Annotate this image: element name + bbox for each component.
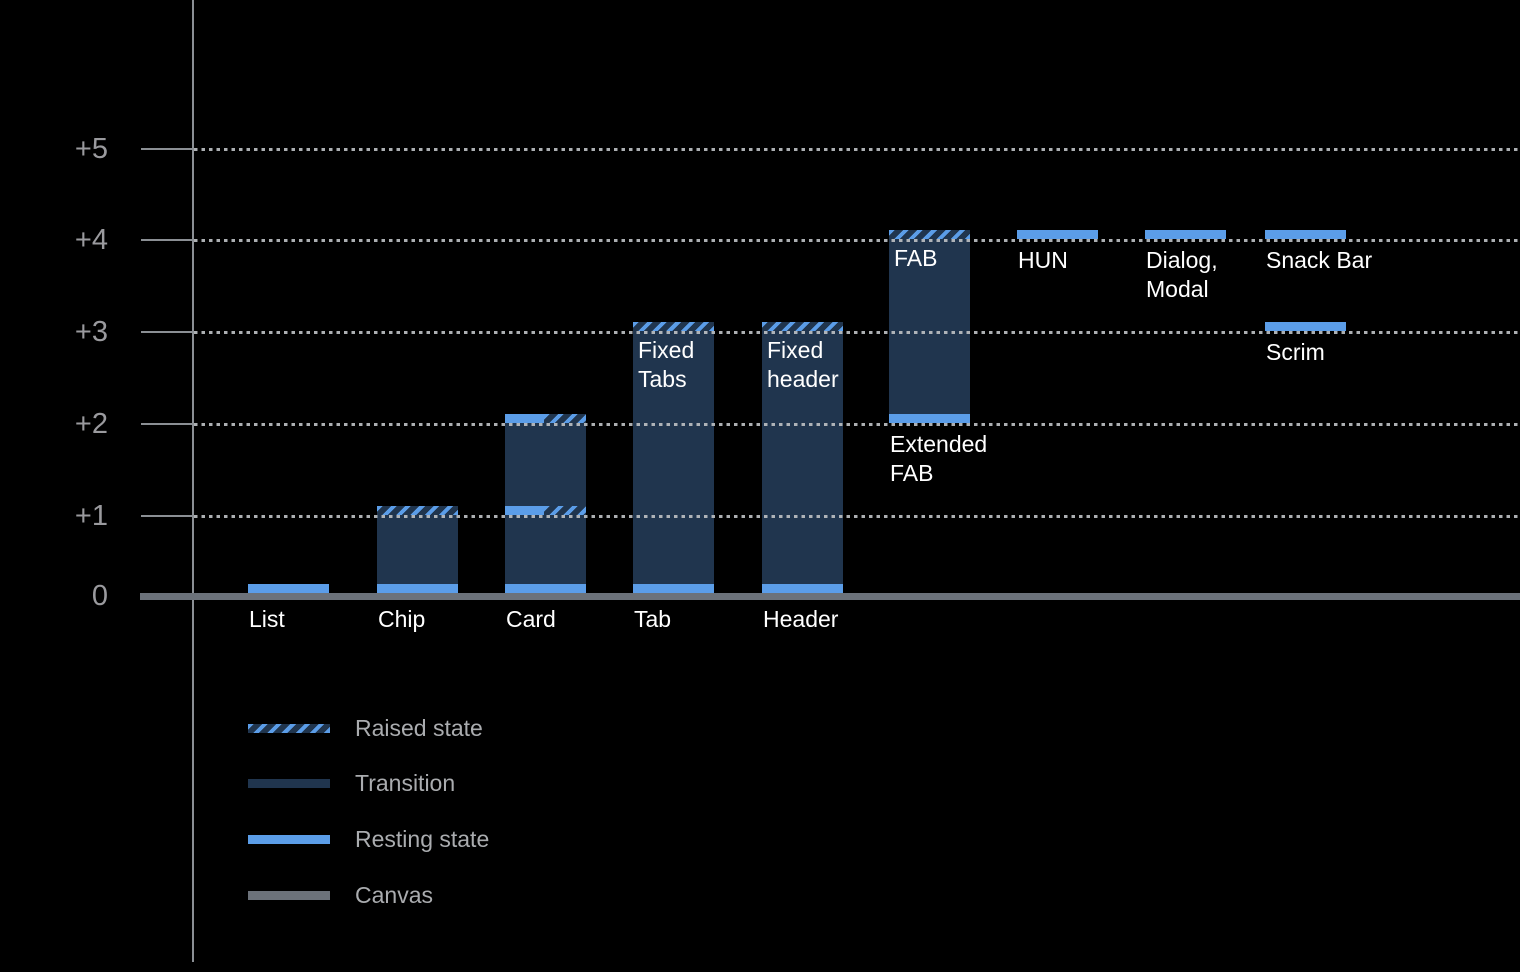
- y-axis-tick-label-0: 0: [91, 580, 108, 612]
- bar-chip-raised-band-level-1: [377, 505, 458, 515]
- bar-tab-transition-body: [633, 331, 714, 584]
- gridline-level-5: [194, 148, 1520, 151]
- bar-extended-fab-inner-label: FAB: [894, 245, 938, 271]
- bar-dialog-modal-label: Dialog, Modal: [1146, 247, 1218, 302]
- legend-item-resting-state: Resting state: [248, 824, 489, 854]
- legend-label-transition: Transition: [355, 770, 456, 796]
- y-axis-tick-label-3: +3: [74, 316, 108, 348]
- legend-item-canvas: Canvas: [248, 880, 433, 910]
- gridline-level-3: [194, 331, 1520, 334]
- bar-card-transition-body: [505, 423, 586, 584]
- y-tick-level-4: [141, 239, 193, 241]
- canvas-baseline: [140, 593, 1520, 600]
- legend-label-raised-state: Raised state: [355, 715, 483, 741]
- bar-chip-transition-body: [377, 515, 458, 584]
- bar-scrim-resting-band-level-3: [1265, 321, 1346, 331]
- bar-header-label: Header: [763, 606, 839, 632]
- bar-card-resting-band-level-0: [505, 583, 586, 593]
- bar-tab-inner-label: Fixed Tabs: [638, 337, 695, 392]
- legend-item-raised-state: Raised state: [248, 713, 483, 743]
- y-axis-tick-label-1: +1: [74, 500, 108, 532]
- bar-list-label: List: [249, 606, 285, 632]
- bar-card-label: Card: [506, 606, 556, 632]
- bar-hun-resting-band-level-4: [1017, 229, 1098, 239]
- bar-extended-fab-transition-body: [889, 239, 970, 414]
- y-axis-tick-label-5: +5: [74, 133, 108, 165]
- bar-header-resting-band-level-0: [762, 583, 843, 593]
- bar-hun-label: HUN: [1018, 247, 1068, 273]
- y-tick-level-5: [141, 148, 193, 150]
- y-tick-level-1: [141, 515, 193, 517]
- bar-snack-bar-resting-band-level-4: [1265, 229, 1346, 239]
- gridline-level-4: [194, 239, 1520, 242]
- gridline-level-1: [194, 515, 1520, 518]
- bar-extended-fab-label: Extended FAB: [890, 431, 988, 486]
- bar-card-split-band-level-2: [505, 413, 586, 423]
- y-tick-level-2: [141, 423, 193, 425]
- bar-header-raised-band-level-3: [762, 321, 843, 331]
- gridline-level-2: [194, 423, 1520, 426]
- bar-header-transition-body: [762, 331, 843, 584]
- bar-card-raised-half-level-2: [543, 413, 586, 423]
- bar-card-raised-half-level-1: [543, 505, 586, 515]
- bar-chip-resting-band-level-0: [377, 583, 458, 593]
- bar-extended-fab-raised-band-level-4: [889, 229, 970, 239]
- bar-dialog-modal-resting-band-level-4: [1145, 229, 1226, 239]
- y-axis-tick-label-2: +2: [74, 408, 108, 440]
- legend-swatch-resting-state: [248, 834, 330, 844]
- legend-swatch-raised-state: [248, 723, 330, 733]
- legend-label-canvas: Canvas: [355, 882, 433, 908]
- bar-list-resting-band-level-0: [248, 583, 329, 593]
- y-axis-tick-label-4: +4: [74, 224, 108, 256]
- legend-swatch-transition: [248, 778, 330, 788]
- legend-item-transition: Transition: [248, 768, 455, 798]
- legend-label-resting-state: Resting state: [355, 826, 490, 852]
- bar-header-inner-label: Fixed header: [767, 337, 839, 392]
- bar-tab-resting-band-level-0: [633, 583, 714, 593]
- bar-extended-fab-resting-band-level-2: [889, 413, 970, 423]
- bar-tab-raised-band-level-3: [633, 321, 714, 331]
- bar-chip-label: Chip: [378, 606, 426, 632]
- y-axis-line: [192, 0, 194, 962]
- bar-tab-label: Tab: [634, 606, 672, 632]
- y-tick-level-3: [141, 331, 193, 333]
- bar-card-resting-half-level-1: [505, 505, 544, 515]
- bar-card-resting-half-level-2: [505, 413, 544, 423]
- bar-card-split-band-level-1: [505, 505, 586, 515]
- bar-snack-bar-label: Snack Bar: [1266, 247, 1373, 273]
- bar-scrim-label: Scrim: [1266, 339, 1325, 365]
- legend-swatch-canvas: [248, 890, 330, 900]
